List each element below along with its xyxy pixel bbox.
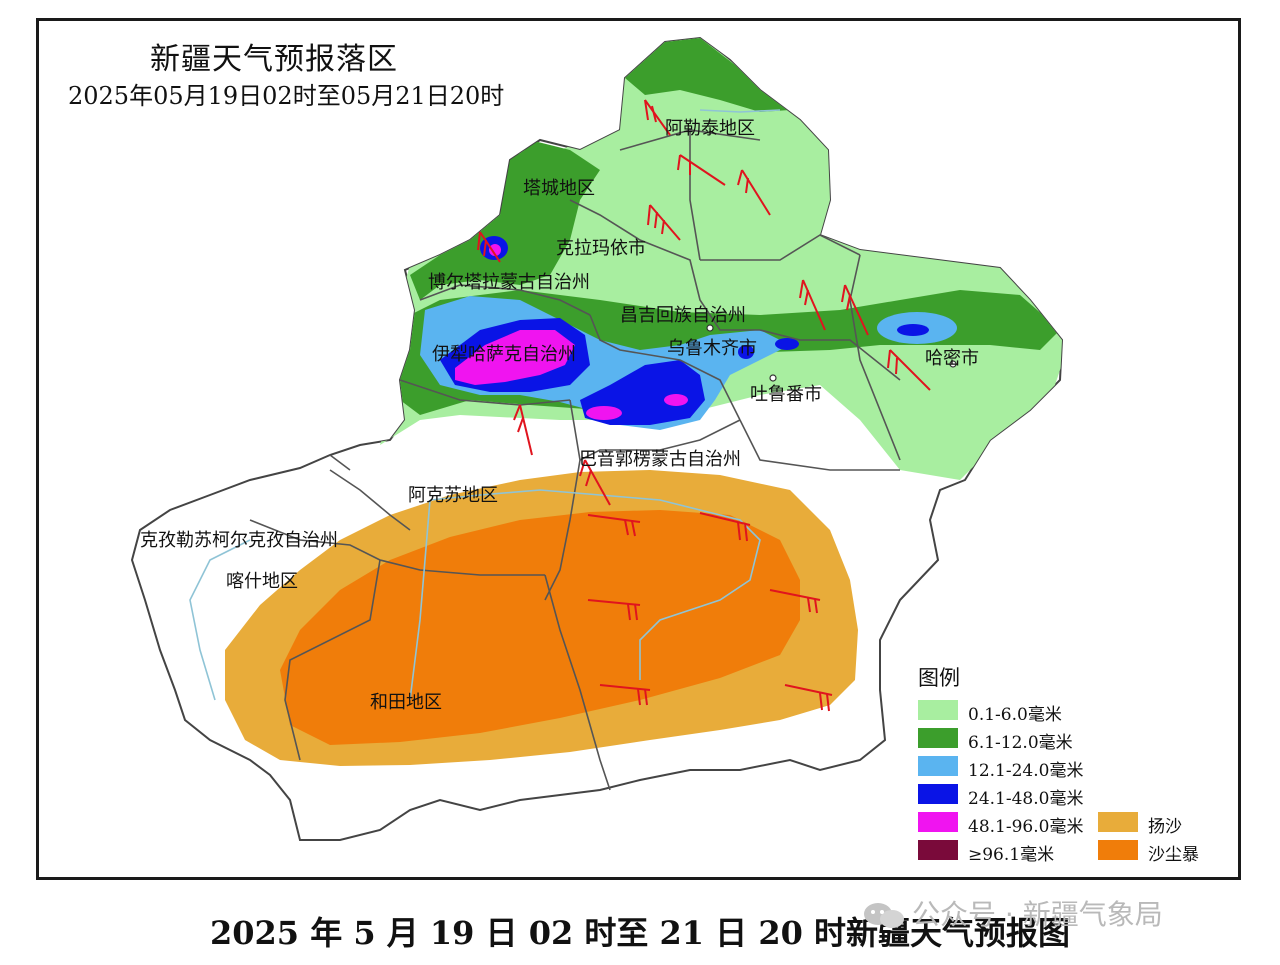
region-label-tacheng: 塔城地区 (523, 178, 595, 199)
rain-area-magenta-bortala (489, 244, 501, 256)
wind-barbs (477, 99, 931, 712)
legend-item: 12.1-24.0毫米 (918, 754, 1098, 781)
city-marker (769, 374, 777, 382)
legend-label: 12.1-24.0毫米 (968, 761, 1084, 781)
legend-swatch (918, 756, 958, 776)
map-subtitle: 2025年05月19日02时至05月21日20时 (68, 82, 505, 110)
city-marker (949, 360, 957, 368)
rain-area-green-tacheng (410, 140, 600, 300)
wind-barb (599, 684, 651, 706)
city-marker (706, 324, 714, 332)
legend-item: 24.1-48.0毫米 (918, 782, 1098, 809)
legend-item: 沙尘暴 (1098, 838, 1216, 865)
rivers (189, 109, 781, 701)
wind-barb (644, 99, 671, 136)
legend-label: 扬沙 (1148, 817, 1182, 837)
legend-item: 0.1-6.0毫米 (918, 698, 1098, 725)
wind-barb (699, 512, 751, 542)
legend-swatch (1098, 840, 1138, 860)
region-label-urumqi: 乌鲁木齐市 (667, 338, 757, 359)
sand-area-storm (280, 510, 800, 745)
wind-barb (887, 349, 931, 391)
figure-caption: 2025 年 5 月 19 日 02 时至 21 日 20 时新疆天气预报图 (209, 914, 1070, 952)
region-label-changji: 昌吉回族自治州 (620, 305, 746, 326)
legend-item: ≥96.1毫米 (918, 838, 1098, 865)
wind-barb (769, 589, 821, 614)
wind-barb (513, 404, 533, 456)
wind-barb (647, 204, 681, 241)
region-label-karamay: 克拉玛依市 (556, 238, 646, 259)
rain-area-magenta (455, 330, 575, 385)
legend-swatch (918, 728, 958, 748)
city-markers (706, 324, 957, 382)
region-label-kizilsu: 克孜勒苏柯尔克孜自治州 (140, 530, 338, 551)
rain-area-blue-dark-east2 (775, 338, 799, 350)
legend-item: 48.1-96.0毫米 (918, 810, 1098, 837)
wind-barb (784, 684, 833, 712)
legend-swatch (918, 840, 958, 860)
legend-swatch (918, 812, 958, 832)
wind-barb (841, 284, 869, 336)
legend-swatch (918, 700, 958, 720)
wechat-watermark: 公众号 · 新疆气象局 (862, 893, 1163, 933)
region-label-bortala: 博尔塔拉蒙古自治州 (428, 272, 590, 293)
wind-barb (477, 231, 501, 263)
region-label-aksu: 阿克苏地区 (408, 485, 498, 506)
legend-label: 0.1-6.0毫米 (968, 705, 1062, 725)
watermark-text: 公众号 · 新疆气象局 (912, 898, 1163, 931)
wind-barb (579, 459, 611, 506)
map-legend: 图例 0.1-6.0毫米 6.1-12.0毫米 12.1-24.0毫米 24.1… (916, 660, 1216, 870)
region-label-hami: 哈密市 (925, 348, 979, 369)
legend-label: 沙尘暴 (1148, 845, 1199, 865)
wechat-icon (862, 901, 906, 931)
prefecture-boundaries (249, 129, 901, 791)
legend-swatch (918, 784, 958, 804)
rain-area-blue-dark-urumqi (738, 345, 754, 359)
legend-label: 24.1-48.0毫米 (968, 789, 1084, 809)
legend-item: 扬沙 (1098, 810, 1216, 837)
region-label-bayingol: 巴音郭楞蒙古自治州 (579, 449, 741, 470)
map-title: 新疆天气预报落区 (150, 42, 398, 77)
legend-label: ≥96.1毫米 (968, 845, 1055, 865)
wind-barb (587, 514, 641, 537)
region-label-kashgar: 喀什地区 (226, 571, 298, 592)
region-label-ili: 伊犁哈萨克自治州 (432, 344, 576, 365)
legend-swatch (1098, 812, 1138, 832)
region-label-altay: 阿勒泰地区 (665, 118, 755, 139)
region-label-turpan: 吐鲁番市 (750, 384, 822, 405)
rain-area-magenta-east2 (664, 394, 688, 406)
wind-barb (737, 169, 771, 216)
legend-item: 6.1-12.0毫米 (918, 726, 1098, 753)
rain-area-blue-dark-hami (897, 324, 929, 336)
wind-barb (799, 279, 826, 331)
wind-barb (677, 154, 726, 186)
rain-area-green-altay (625, 38, 790, 112)
legend-label: 48.1-96.0毫米 (968, 817, 1084, 837)
wind-barb (587, 599, 641, 621)
region-label-hotan: 和田地区 (370, 692, 442, 713)
legend-label: 6.1-12.0毫米 (968, 733, 1073, 753)
legend-title: 图例 (918, 666, 960, 690)
rain-area-magenta-east (586, 406, 622, 420)
